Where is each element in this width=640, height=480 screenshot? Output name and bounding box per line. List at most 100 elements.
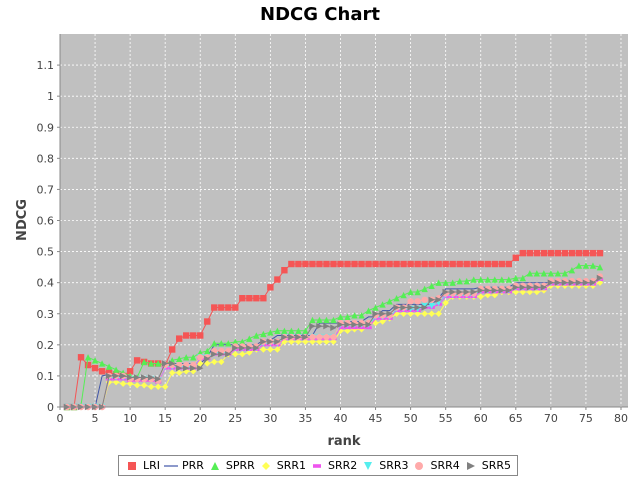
data-point-sprr: [428, 282, 435, 289]
legend-item-sprr: SPRR: [208, 459, 255, 472]
data-point-srr4: [407, 298, 414, 305]
data-point-srr1: [154, 383, 162, 390]
data-point-sprr: [154, 360, 162, 367]
data-point-lri: [351, 260, 358, 268]
data-point-srr1: [484, 291, 491, 299]
data-point-srr5: [547, 279, 555, 286]
data-point-srr5: [575, 279, 583, 286]
legend-marker-sprr: [210, 461, 219, 470]
data-point-lri: [463, 260, 470, 268]
data-point-lri: [267, 284, 274, 291]
data-point-srr5: [133, 374, 141, 381]
data-point-srr5: [253, 344, 260, 352]
data-point-srr5: [316, 322, 323, 330]
legend-swatch-sprr: [210, 461, 219, 470]
data-point-lri: [589, 249, 597, 257]
data-point-srr5: [225, 350, 232, 358]
data-point-srr5: [449, 288, 456, 296]
data-point-srr1: [197, 360, 204, 367]
data-point-srr5: [505, 287, 512, 294]
x-axis-label: rank: [327, 434, 360, 449]
y-tick-label: 0.9: [37, 121, 55, 134]
data-point-lri: [428, 260, 435, 268]
x-tick-label: 80: [614, 412, 628, 425]
data-point-srr5: [596, 274, 604, 282]
x-tick-label: 5: [92, 412, 99, 425]
data-point-sprr: [323, 316, 330, 324]
data-point-srr1: [309, 338, 316, 345]
data-point-sprr: [519, 274, 527, 282]
legend-label-srr1: SRR1: [276, 459, 307, 472]
grid-lines: [60, 34, 628, 407]
data-point-srr1: [533, 288, 541, 296]
data-point-srr1: [330, 338, 337, 345]
data-point-srr5: [337, 321, 344, 328]
data-point-srr5: [119, 372, 127, 380]
data-point-lri: [281, 267, 288, 274]
data-point-lri: [91, 364, 99, 372]
data-point-srr5: [239, 344, 246, 352]
data-point-srr5: [351, 321, 358, 328]
data-point-sprr: [351, 312, 358, 319]
data-point-srr1: [239, 350, 246, 358]
data-point-lri: [582, 249, 590, 257]
data-point-srr1: [133, 382, 141, 389]
data-point-sprr: [302, 327, 309, 335]
data-point-lri: [505, 260, 512, 268]
data-point-srr5: [568, 279, 576, 286]
legend-label-srr4: SRR4: [430, 459, 460, 472]
data-point-sprr: [112, 366, 120, 373]
data-point-lri: [575, 249, 583, 257]
data-point-srr4: [330, 333, 337, 341]
data-point-sprr: [533, 270, 541, 277]
data-point-sprr: [246, 335, 253, 342]
data-point-srr1: [435, 310, 442, 317]
data-point-srr1: [428, 310, 435, 317]
x-tick-label: 60: [474, 412, 488, 425]
x-tick-label: 65: [509, 412, 523, 425]
legend-swatch-lri: [127, 461, 136, 470]
x-tick-label: 40: [333, 412, 347, 425]
data-point-lri: [358, 260, 365, 268]
data-point-srr5: [211, 350, 218, 358]
data-point-srr3: [428, 302, 435, 310]
legend-swatch-srr5: [466, 461, 475, 470]
y-tick-label: 0: [47, 401, 54, 414]
legend-item-srr4: SRR4: [412, 459, 460, 472]
data-point-srr1: [477, 293, 484, 300]
data-point-srr1: [344, 327, 351, 335]
data-point-lri: [470, 260, 477, 268]
data-point-srr5: [176, 364, 183, 372]
legend-item-srr1: SRR1: [259, 459, 306, 472]
data-point-lri: [246, 295, 253, 302]
data-point-sprr: [414, 288, 421, 296]
data-point-sprr: [442, 279, 449, 286]
data-point-srr5: [512, 284, 520, 291]
data-point-lri: [260, 295, 267, 302]
data-point-sprr: [309, 316, 316, 324]
data-point-sprr: [498, 276, 505, 283]
data-point-srr1: [337, 327, 344, 335]
data-point-srr5: [190, 364, 197, 372]
data-point-sprr: [379, 301, 386, 308]
x-tick-label: 75: [579, 412, 593, 425]
data-point-srr4: [323, 333, 330, 341]
data-point-srr5: [526, 284, 534, 291]
data-point-srr5: [232, 344, 239, 352]
data-point-lri: [211, 304, 218, 311]
data-point-srr1: [295, 338, 302, 345]
data-point-srr5: [477, 287, 484, 294]
data-point-srr5: [540, 284, 548, 291]
data-point-lri: [477, 260, 484, 268]
data-point-lri: [316, 260, 323, 268]
data-point-lri: [393, 260, 400, 268]
data-point-srr1: [526, 288, 534, 296]
legend-label-srr5: SRR5: [481, 459, 512, 472]
data-point-srr5: [358, 321, 365, 328]
data-point-sprr: [575, 262, 583, 269]
data-point-sprr: [190, 354, 197, 361]
data-point-lri: [596, 249, 604, 257]
data-point-sprr: [400, 291, 407, 299]
x-tick-label: 70: [544, 412, 558, 425]
data-point-lri: [323, 260, 330, 268]
